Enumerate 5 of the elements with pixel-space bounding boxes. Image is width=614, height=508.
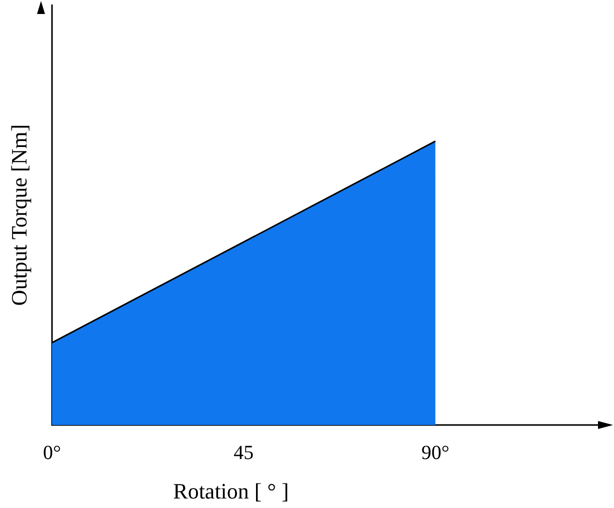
x-tick-label: 0° — [43, 442, 61, 464]
x-axis-title: Rotation [ ° ] — [173, 478, 289, 504]
x-tick-label: 90° — [421, 442, 450, 464]
x-tick-label: 45 — [234, 442, 254, 464]
y-axis-title: Output Torque [Nm] — [6, 124, 32, 306]
